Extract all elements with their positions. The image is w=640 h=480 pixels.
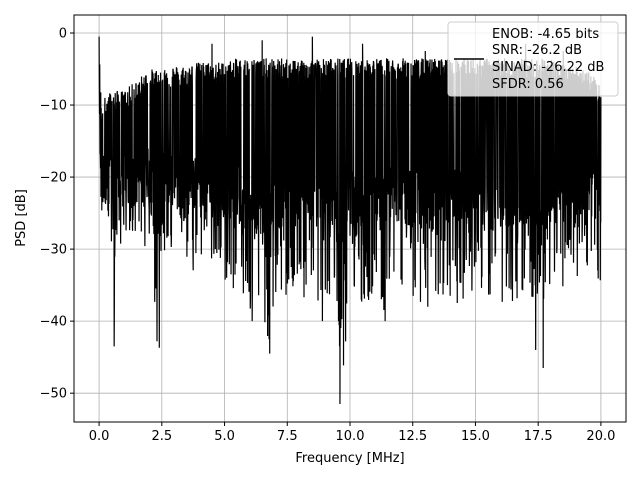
x-tick-label: 5.0 xyxy=(214,429,235,444)
psd-trace xyxy=(98,36,602,404)
plot-area xyxy=(98,36,602,404)
x-tick-label: 12.5 xyxy=(398,429,427,444)
x-tick-label: 2.5 xyxy=(151,429,172,444)
x-tick-label: 17.5 xyxy=(524,429,553,444)
legend-box xyxy=(447,21,619,97)
legend-line-snr: SNR: -26.2 dB xyxy=(492,43,582,58)
y-tick-label: −40 xyxy=(40,315,67,330)
y-tick-label: −50 xyxy=(40,387,67,402)
y-tick-label: −30 xyxy=(40,243,67,258)
y-axis-ticks: 0 −10 −20 −30 −40 −50 xyxy=(40,27,74,402)
legend-line-enob: ENOB: -4.65 bits xyxy=(492,27,599,42)
y-tick-label: −10 xyxy=(40,99,67,114)
x-tick-label: 20.0 xyxy=(586,429,615,444)
psd-series-line xyxy=(98,36,602,404)
y-tick-label: 0 xyxy=(59,27,67,42)
x-tick-label: 0.0 xyxy=(89,429,110,444)
y-tick-label: −20 xyxy=(40,171,67,186)
y-axis-label: PSD [dB] xyxy=(14,189,29,247)
legend-line-sinad: SINAD: -26.22 dB xyxy=(492,60,604,75)
x-tick-label: 7.5 xyxy=(277,429,298,444)
x-tick-label: 10.0 xyxy=(336,429,365,444)
x-axis-ticks: 0.0 2.5 5.0 7.5 10.0 12.5 15.0 17.5 20.0 xyxy=(89,422,615,444)
legend: ENOB: -4.65 bits SNR: -26.2 dB SINAD: -2… xyxy=(447,21,619,97)
legend-line-sfdr: SFDR: 0.56 xyxy=(492,77,564,92)
x-axis-label: Frequency [MHz] xyxy=(295,451,404,466)
x-tick-label: 15.0 xyxy=(461,429,490,444)
